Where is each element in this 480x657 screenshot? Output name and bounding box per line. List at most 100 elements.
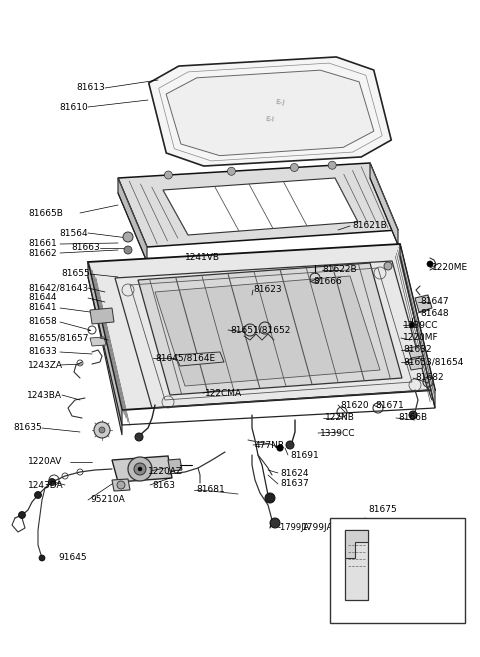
Circle shape bbox=[286, 441, 294, 449]
Circle shape bbox=[384, 262, 392, 270]
Text: 81682: 81682 bbox=[415, 373, 444, 382]
Text: E-I: E-I bbox=[265, 116, 275, 123]
Text: 81655/81657: 81655/81657 bbox=[28, 334, 88, 342]
Text: 81621B: 81621B bbox=[352, 221, 387, 231]
Polygon shape bbox=[155, 276, 380, 386]
Text: 1243DA: 1243DA bbox=[28, 480, 64, 489]
Circle shape bbox=[99, 427, 105, 433]
Polygon shape bbox=[345, 530, 368, 558]
Polygon shape bbox=[138, 263, 402, 395]
Text: 122NB: 122NB bbox=[325, 413, 355, 422]
Circle shape bbox=[117, 481, 125, 489]
Polygon shape bbox=[408, 358, 423, 370]
Polygon shape bbox=[163, 178, 358, 235]
Text: 8163: 8163 bbox=[152, 480, 175, 489]
Text: 1339CC: 1339CC bbox=[403, 321, 439, 330]
Text: 81655: 81655 bbox=[61, 269, 90, 279]
Polygon shape bbox=[118, 163, 398, 247]
Circle shape bbox=[35, 491, 41, 499]
Polygon shape bbox=[166, 70, 374, 156]
Text: 81637: 81637 bbox=[280, 480, 309, 489]
Text: 8166B: 8166B bbox=[398, 413, 427, 422]
Text: 81641: 81641 bbox=[28, 304, 57, 313]
Text: 81632: 81632 bbox=[403, 346, 432, 355]
Text: 81666: 81666 bbox=[313, 277, 342, 286]
Text: 1220ME: 1220ME bbox=[432, 263, 468, 273]
Text: -1799JA: -1799JA bbox=[278, 524, 310, 533]
Circle shape bbox=[128, 457, 152, 481]
Text: 81620: 81620 bbox=[340, 401, 369, 409]
Text: 1243ZA: 1243ZA bbox=[28, 361, 63, 369]
Text: 91645: 91645 bbox=[58, 553, 86, 562]
Circle shape bbox=[39, 555, 45, 561]
Circle shape bbox=[124, 246, 132, 254]
Text: 81633: 81633 bbox=[28, 348, 57, 357]
Text: 81610: 81610 bbox=[59, 102, 88, 112]
Text: 1220MF: 1220MF bbox=[403, 334, 439, 342]
Polygon shape bbox=[168, 459, 182, 471]
Text: 81663: 81663 bbox=[71, 244, 100, 252]
Polygon shape bbox=[112, 456, 172, 482]
Polygon shape bbox=[88, 262, 122, 435]
Text: 81635: 81635 bbox=[13, 424, 42, 432]
Text: E-J: E-J bbox=[275, 99, 285, 106]
Text: 81623: 81623 bbox=[253, 286, 282, 294]
Polygon shape bbox=[175, 352, 224, 366]
Polygon shape bbox=[90, 337, 106, 346]
Circle shape bbox=[409, 411, 417, 419]
Text: 1220AV: 1220AV bbox=[28, 457, 62, 466]
Circle shape bbox=[123, 232, 133, 242]
Text: 81665B: 81665B bbox=[28, 208, 63, 217]
Text: 81661: 81661 bbox=[28, 240, 57, 248]
Text: 1241VB: 1241VB bbox=[185, 252, 220, 261]
Circle shape bbox=[270, 518, 280, 528]
Text: 122CMA: 122CMA bbox=[205, 388, 242, 397]
Circle shape bbox=[135, 433, 143, 441]
Text: 1799JA: 1799JA bbox=[302, 522, 334, 532]
Polygon shape bbox=[370, 163, 398, 245]
Circle shape bbox=[134, 463, 146, 475]
Text: 81642/81643: 81642/81643 bbox=[28, 284, 88, 292]
Text: 81662: 81662 bbox=[28, 248, 57, 258]
Circle shape bbox=[48, 478, 56, 486]
Text: 81671: 81671 bbox=[375, 401, 404, 409]
Text: 81564: 81564 bbox=[60, 229, 88, 237]
Circle shape bbox=[409, 322, 415, 328]
Polygon shape bbox=[90, 308, 114, 324]
Text: 477NR: 477NR bbox=[255, 440, 285, 449]
Text: 81647: 81647 bbox=[420, 298, 449, 307]
Text: 81653/81654: 81653/81654 bbox=[403, 357, 463, 367]
Text: 81613: 81613 bbox=[76, 83, 105, 93]
Circle shape bbox=[328, 161, 336, 170]
Text: 1243BA: 1243BA bbox=[27, 390, 62, 399]
Polygon shape bbox=[88, 244, 435, 410]
Text: 81644: 81644 bbox=[28, 294, 57, 302]
Text: 81622B: 81622B bbox=[322, 265, 357, 275]
Circle shape bbox=[94, 422, 110, 438]
Text: 81658: 81658 bbox=[28, 317, 57, 327]
Polygon shape bbox=[400, 244, 435, 408]
Circle shape bbox=[19, 512, 25, 518]
Text: 1220AZ: 1220AZ bbox=[148, 468, 183, 476]
Bar bbox=[330, 518, 465, 623]
Circle shape bbox=[290, 164, 299, 171]
Circle shape bbox=[228, 168, 235, 175]
Circle shape bbox=[265, 493, 275, 503]
Text: 95210A: 95210A bbox=[90, 495, 125, 505]
Polygon shape bbox=[149, 57, 391, 166]
Text: 81645/8164E: 81645/8164E bbox=[155, 353, 215, 363]
Circle shape bbox=[277, 445, 283, 451]
Text: 1339CC: 1339CC bbox=[320, 428, 356, 438]
Circle shape bbox=[427, 261, 433, 267]
Circle shape bbox=[138, 467, 142, 471]
Polygon shape bbox=[118, 178, 147, 262]
Polygon shape bbox=[415, 295, 432, 312]
Polygon shape bbox=[112, 479, 130, 491]
Circle shape bbox=[164, 171, 172, 179]
Text: 81691: 81691 bbox=[290, 451, 319, 459]
Text: 81675: 81675 bbox=[368, 505, 397, 514]
Polygon shape bbox=[345, 530, 368, 600]
Text: 81624: 81624 bbox=[280, 468, 309, 478]
Text: 81681: 81681 bbox=[196, 486, 225, 495]
Text: 81651/81652: 81651/81652 bbox=[230, 325, 290, 334]
